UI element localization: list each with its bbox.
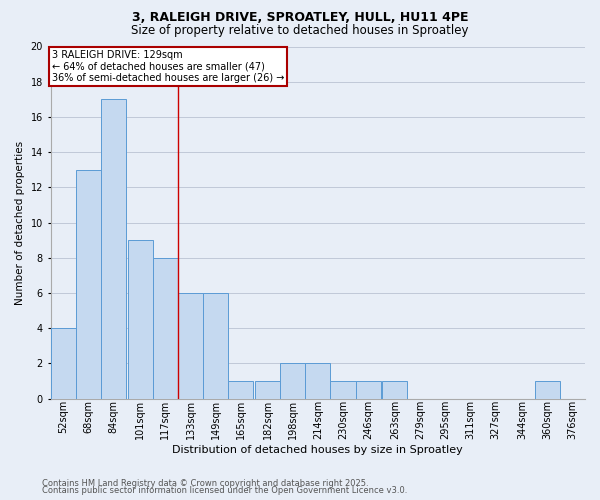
Bar — [535, 381, 560, 398]
Text: Size of property relative to detached houses in Sproatley: Size of property relative to detached ho… — [131, 24, 469, 37]
Text: Contains HM Land Registry data © Crown copyright and database right 2025.: Contains HM Land Registry data © Crown c… — [42, 478, 368, 488]
Bar — [178, 293, 203, 399]
Text: Contains public sector information licensed under the Open Government Licence v3: Contains public sector information licen… — [42, 486, 407, 495]
Bar — [228, 381, 253, 398]
Y-axis label: Number of detached properties: Number of detached properties — [15, 140, 25, 304]
Bar — [50, 328, 76, 398]
Bar — [305, 364, 331, 398]
Bar — [382, 381, 407, 398]
Bar — [76, 170, 101, 398]
Text: 3, RALEIGH DRIVE, SPROATLEY, HULL, HU11 4PE: 3, RALEIGH DRIVE, SPROATLEY, HULL, HU11 … — [132, 11, 468, 24]
Bar — [128, 240, 153, 398]
Text: 3 RALEIGH DRIVE: 129sqm
← 64% of detached houses are smaller (47)
36% of semi-de: 3 RALEIGH DRIVE: 129sqm ← 64% of detache… — [52, 50, 284, 83]
Bar — [153, 258, 178, 398]
X-axis label: Distribution of detached houses by size in Sproatley: Distribution of detached houses by size … — [172, 445, 463, 455]
Bar — [356, 381, 380, 398]
Bar — [280, 364, 305, 398]
Bar — [101, 100, 126, 399]
Bar — [203, 293, 228, 399]
Bar — [255, 381, 280, 398]
Bar — [331, 381, 356, 398]
